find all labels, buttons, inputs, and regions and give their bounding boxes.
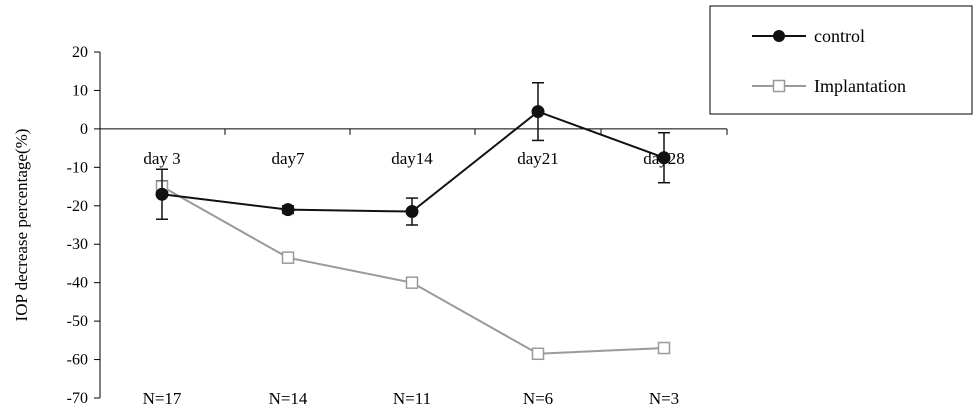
data-point — [531, 105, 545, 119]
category-label: day21 — [517, 149, 559, 168]
data-point — [657, 341, 671, 355]
series-control — [155, 82, 671, 226]
series-layer — [155, 82, 671, 361]
y-tick-label: -50 — [67, 313, 88, 330]
data-point — [405, 205, 419, 219]
sample-size-label: N=17 — [143, 389, 182, 408]
legend-label: control — [814, 26, 865, 46]
y-tick-label: -60 — [67, 352, 88, 369]
sample-size-label: N=11 — [393, 389, 431, 408]
sample-size-labels: N=17 N=14 N=11 N=6 N=3 — [143, 389, 680, 408]
sample-size-label: N=6 — [523, 389, 553, 408]
legend-item-control: control — [752, 26, 865, 46]
y-tick-label: -10 — [67, 159, 88, 176]
legend: control Implantation — [709, 5, 973, 115]
sample-size-label: N=3 — [649, 389, 679, 408]
y-axis-title: IOP decrease percentage(%) — [12, 129, 31, 322]
y-tick-label: 10 — [72, 82, 88, 99]
category-label: day 3 — [143, 149, 180, 168]
category-label: day7 — [271, 149, 305, 168]
y-tick-label: 20 — [72, 44, 88, 61]
legend-label: Implantation — [814, 76, 906, 96]
y-tick-label: 0 — [80, 121, 88, 138]
legend-box — [709, 5, 973, 115]
y-tick-label: -40 — [67, 275, 88, 292]
y-axis: 20 10 0 -10 -20 -30 -40 -50 -60 -70 — [67, 44, 101, 407]
data-point — [155, 187, 169, 201]
y-tick-label: -70 — [67, 390, 88, 407]
data-point — [657, 151, 671, 165]
legend-item-implantation: Implantation — [752, 76, 906, 96]
y-tick-label: -20 — [67, 198, 88, 215]
y-tick-label: -30 — [67, 236, 88, 253]
legend-marker — [773, 30, 785, 42]
data-point — [531, 347, 545, 361]
data-point — [405, 276, 419, 289]
sample-size-label: N=14 — [269, 389, 308, 408]
category-label: day14 — [391, 149, 433, 168]
category-labels: day 3day7day14day21day28 — [143, 149, 684, 168]
data-point — [281, 203, 295, 217]
data-point — [281, 251, 295, 264]
x-axis — [99, 128, 728, 135]
legend-marker — [772, 79, 786, 93]
